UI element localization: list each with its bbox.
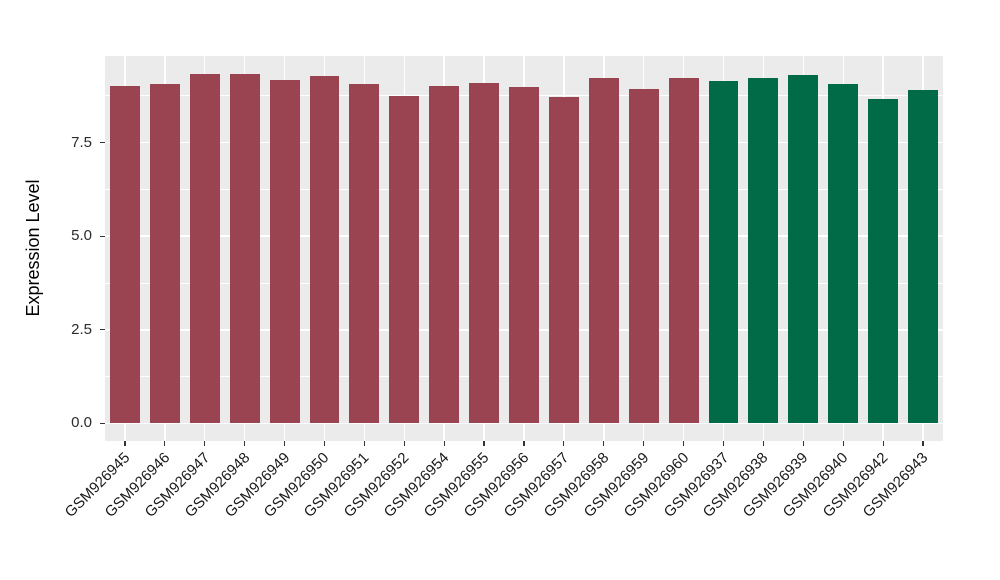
y-tick-label: 0.0 bbox=[71, 414, 92, 432]
y-tick-label: 2.5 bbox=[71, 320, 92, 338]
bar-GSM926947 bbox=[189, 73, 220, 424]
y-tick-mark bbox=[100, 142, 105, 144]
bar-GSM926960 bbox=[668, 77, 699, 424]
bar-GSM926959 bbox=[628, 89, 659, 424]
y-tick-label: 5.0 bbox=[71, 227, 92, 245]
x-tick-mark bbox=[483, 441, 485, 446]
bar-GSM926952 bbox=[389, 95, 420, 424]
x-tick-mark bbox=[164, 441, 166, 446]
bar-GSM926956 bbox=[509, 86, 539, 424]
x-tick-mark bbox=[403, 441, 405, 446]
x-tick-mark bbox=[882, 441, 884, 446]
bar-GSM926950 bbox=[309, 75, 340, 424]
plot-panel bbox=[105, 56, 943, 441]
x-tick-mark bbox=[922, 441, 924, 446]
x-tick-mark bbox=[363, 441, 365, 446]
bar-GSM926958 bbox=[588, 77, 619, 424]
bar-GSM926957 bbox=[548, 97, 579, 424]
x-tick-mark bbox=[842, 441, 844, 446]
x-tick-mark bbox=[283, 441, 286, 446]
x-tick-mark bbox=[603, 441, 605, 446]
bar-GSM926937 bbox=[708, 80, 739, 424]
bar-GSM926943 bbox=[908, 90, 938, 424]
bar-GSM926948 bbox=[229, 73, 260, 424]
x-tick-mark bbox=[244, 441, 246, 446]
bar-GSM926949 bbox=[269, 79, 300, 424]
y-tick-mark bbox=[100, 235, 105, 237]
y-tick-mark bbox=[100, 422, 105, 425]
y-tick-mark bbox=[100, 329, 105, 331]
x-tick-mark bbox=[443, 441, 445, 446]
bar-GSM926939 bbox=[788, 74, 819, 424]
x-tick-mark bbox=[204, 441, 206, 446]
bar-GSM926940 bbox=[828, 84, 859, 424]
x-tick-mark bbox=[802, 441, 804, 446]
x-tick-mark bbox=[563, 441, 565, 446]
x-tick-mark bbox=[523, 441, 525, 446]
y-axis-title-text: Expression Level bbox=[23, 179, 43, 317]
bar-GSM926954 bbox=[429, 85, 460, 424]
x-tick-mark bbox=[722, 441, 725, 446]
x-tick-mark bbox=[124, 441, 126, 446]
bar-GSM926945 bbox=[109, 85, 140, 424]
bar-GSM926951 bbox=[349, 83, 380, 424]
x-tick-mark bbox=[683, 441, 685, 446]
x-tick-mark bbox=[323, 441, 326, 446]
x-tick-mark bbox=[762, 441, 765, 446]
bar-GSM926938 bbox=[748, 78, 779, 424]
bar-GSM926942 bbox=[868, 99, 899, 424]
bar-GSM926946 bbox=[149, 84, 180, 424]
bar-GSM926955 bbox=[469, 82, 500, 424]
y-tick-label: 7.5 bbox=[71, 133, 92, 151]
x-tick-mark bbox=[643, 441, 645, 446]
